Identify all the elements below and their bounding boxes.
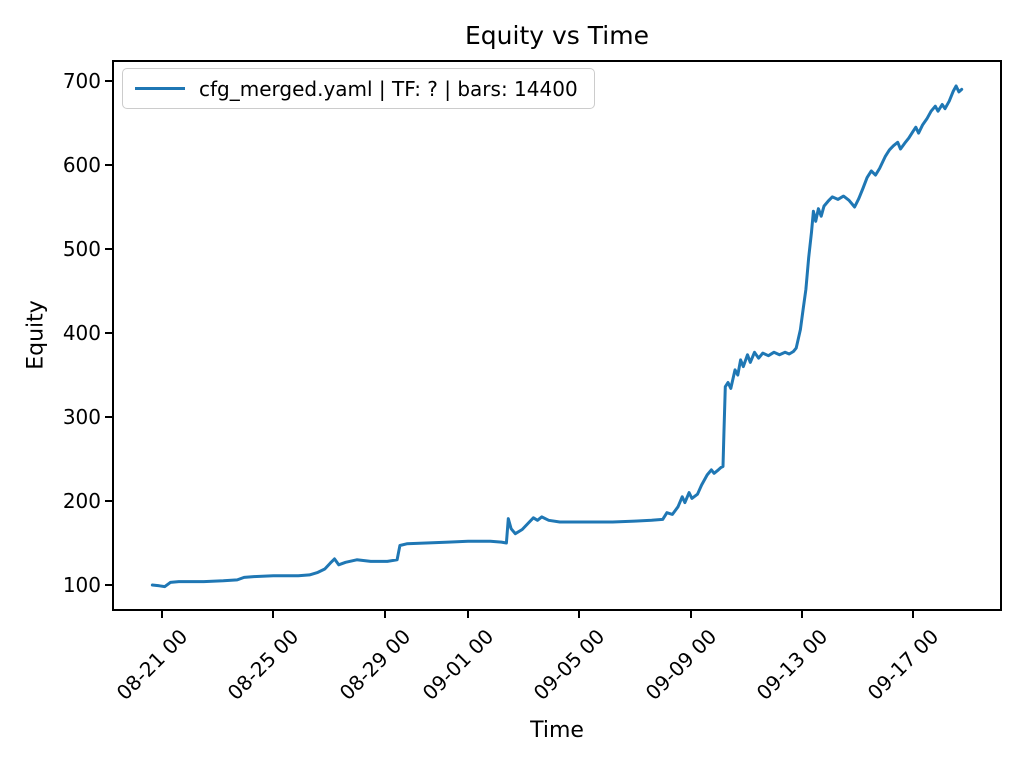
y-tick-label: 700	[62, 68, 101, 93]
y-tick-mark	[105, 499, 112, 502]
y-tick-mark	[105, 163, 112, 166]
y-tick-label: 200	[62, 488, 101, 513]
x-tick-mark	[689, 611, 692, 618]
equity-series-line	[150, 84, 964, 589]
x-tick-mark	[161, 611, 164, 618]
y-tick-label: 600	[62, 152, 101, 177]
y-tick-mark	[105, 331, 112, 334]
x-axis-label: Time	[530, 718, 584, 743]
y-tick-mark	[105, 583, 112, 586]
y-axis-label: Equity	[23, 300, 49, 370]
y-tick-label: 500	[62, 236, 101, 261]
y-tick-mark	[105, 79, 112, 82]
y-tick-label: 100	[62, 572, 101, 597]
legend-line-sample	[135, 87, 185, 90]
y-tick-label: 400	[62, 320, 101, 345]
x-tick-mark	[578, 611, 581, 618]
y-tick-mark	[105, 415, 112, 418]
plot-area	[112, 60, 1002, 611]
legend-box: cfg_merged.yaml | TF: ? | bars: 14400	[122, 68, 595, 109]
x-tick-mark	[912, 611, 914, 618]
x-tick-mark	[467, 611, 469, 618]
y-tick-label: 300	[62, 404, 101, 429]
legend-entry-label: cfg_merged.yaml | TF: ? | bars: 14400	[199, 76, 578, 101]
x-tick-mark	[383, 611, 386, 618]
y-tick-mark	[105, 247, 112, 250]
x-tick-mark	[272, 611, 275, 618]
chart-title: Equity vs Time	[465, 21, 649, 50]
x-tick-mark	[800, 611, 803, 618]
